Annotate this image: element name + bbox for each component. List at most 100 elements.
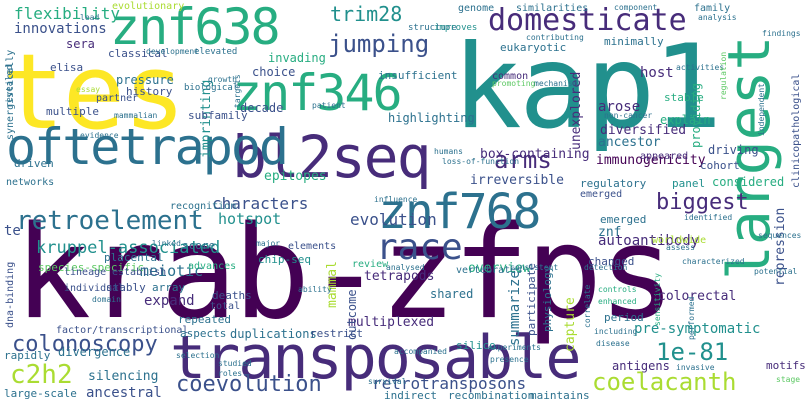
word: capture [563, 297, 578, 352]
word: individual [64, 283, 125, 294]
word: subfamily [188, 109, 248, 122]
word: stably [106, 281, 146, 294]
word: dna-binding [5, 261, 16, 328]
word: biggest [656, 190, 749, 215]
word: assess [666, 243, 695, 252]
word: kap1 [452, 20, 722, 155]
word: influence [374, 195, 418, 204]
word: diversified [600, 123, 687, 138]
word: eukaryotic [500, 41, 567, 54]
word: placental [104, 251, 164, 264]
word: largest [715, 35, 783, 280]
word: invasive [676, 363, 715, 372]
word: arose [598, 99, 641, 115]
word: biological [184, 83, 239, 93]
word: large-scale [4, 387, 77, 400]
word: cohort [700, 159, 740, 172]
word: mechanism [534, 79, 578, 88]
word: elisa [50, 61, 84, 74]
word: providing [689, 82, 703, 148]
word: vertebrates [456, 265, 523, 276]
word: controls [598, 285, 637, 294]
word: lead [80, 13, 100, 22]
word: multiple [46, 105, 99, 118]
word: roles [218, 369, 243, 378]
word: humans [434, 147, 463, 156]
word: pressure [116, 73, 174, 87]
word: emerged [600, 213, 647, 226]
word: lineage [64, 267, 107, 278]
word: score [182, 239, 216, 252]
word: patient [312, 101, 346, 110]
word: explain [660, 113, 711, 127]
word: divergence [58, 345, 131, 359]
word: choice [252, 65, 296, 79]
word: component [614, 3, 658, 12]
word: survival [368, 377, 407, 386]
word: activities [676, 63, 725, 72]
word: retrotransposons [372, 374, 527, 393]
word: minimally [604, 35, 664, 48]
word: immunogenicity [596, 153, 706, 168]
word: worldwide [652, 235, 707, 246]
word: species-specific [38, 261, 144, 274]
word: deaths [212, 289, 252, 302]
word: c2h2 [10, 360, 73, 390]
word: growth [208, 75, 237, 84]
word: considered [712, 175, 785, 189]
word: mammalian [114, 111, 158, 120]
word: physiology [541, 265, 554, 332]
word: review [352, 259, 389, 270]
word: clinicopathological [791, 73, 802, 188]
word: sequences [758, 231, 802, 240]
word: essay [76, 85, 101, 94]
word: emerged [580, 189, 623, 200]
word: domain [92, 295, 121, 304]
word: indirect [384, 389, 437, 402]
word: classical [108, 47, 168, 60]
word: stable [664, 91, 704, 104]
word: flexibility [14, 4, 120, 23]
word: improves [434, 23, 478, 33]
word: krab-zfps [14, 199, 676, 348]
word: contributing [526, 33, 584, 42]
word: hotspot [218, 210, 282, 228]
word: driving [708, 143, 759, 157]
word: period [604, 311, 644, 324]
word: regulation [719, 51, 728, 100]
word: epitopes [264, 169, 327, 184]
word: domesticate [488, 3, 687, 38]
word: major [256, 239, 281, 248]
word: outcome [345, 289, 359, 340]
word: shared [430, 287, 474, 301]
word: characterized [682, 257, 745, 266]
word: pre-symptomatic [634, 321, 761, 337]
word: evidence [80, 131, 119, 140]
word: targets [233, 74, 242, 108]
word: array [152, 281, 186, 294]
word: factor/transcriptional [56, 325, 189, 336]
word: recognition [170, 201, 237, 212]
word: restrict [310, 327, 363, 340]
word: networks [6, 177, 55, 188]
word: evolution [350, 210, 437, 229]
word: enhanced [598, 297, 637, 306]
word: irreversible [470, 173, 564, 188]
word: disease [596, 339, 630, 348]
word: duplications [230, 327, 317, 341]
word: multiplexed [348, 315, 435, 330]
word: colonoscopy [12, 332, 158, 357]
word: regulatory [580, 177, 647, 190]
word: experiments [488, 343, 541, 352]
word: overview [468, 261, 531, 276]
word: participate [525, 263, 538, 336]
word: appeared [640, 151, 689, 162]
word: silencing [88, 369, 159, 384]
word: driven [14, 157, 54, 170]
word: accompanied [394, 347, 447, 356]
word: arms [494, 146, 552, 174]
word: highlighting [388, 111, 475, 125]
word: innovations [14, 21, 107, 37]
word: linked [152, 239, 181, 248]
